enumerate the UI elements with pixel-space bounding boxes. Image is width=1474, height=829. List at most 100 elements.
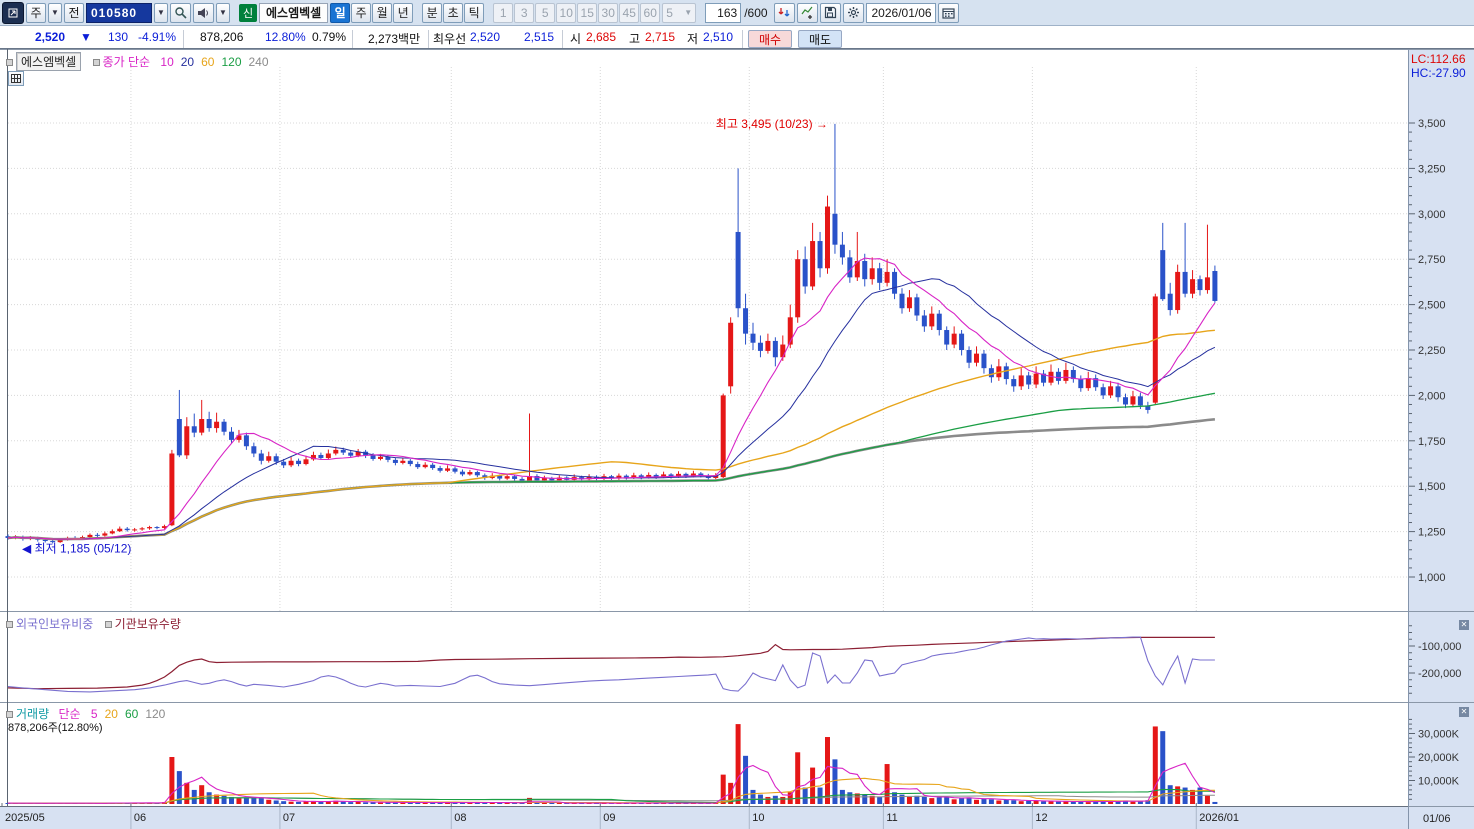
- tab-stock-name[interactable]: 에스엠벡셀: [16, 52, 82, 71]
- best-ask: 2,515: [524, 30, 555, 44]
- svg-text:LC:112.66: LC:112.66: [1411, 52, 1466, 66]
- divider: [183, 30, 184, 48]
- period-button-주[interactable]: 주: [351, 2, 372, 23]
- tick-interval-45: 45: [619, 2, 640, 23]
- volume-value: 878,206: [200, 30, 244, 44]
- divider: [352, 30, 353, 48]
- main-pane-header: 에스엠벡셀 종가 단순 10 20 60 120 240: [6, 52, 269, 71]
- compare-stock-button[interactable]: [773, 2, 795, 23]
- chart-canvas[interactable]: 2025/05 06 07 08 09 10 11 12 2026/01 최고 3,495 (10…: [0, 49, 1408, 829]
- svg-text:07: 07: [283, 812, 295, 824]
- volume-count-label: 878,206주(12.80%): [8, 722, 103, 734]
- best-quote-label: 최우선: [433, 32, 467, 46]
- week-combo-button[interactable]: 주: [26, 2, 46, 23]
- tick-interval-group: 1 3 5 10 15 30 45 60: [493, 2, 661, 23]
- legend-square-icon: [6, 59, 13, 67]
- svg-text:12: 12: [1035, 812, 1047, 824]
- subperiod-button-초[interactable]: 초: [443, 2, 464, 23]
- search-icon: [175, 7, 187, 19]
- sound-dropdown-arrow-icon[interactable]: ▼: [216, 2, 230, 23]
- calendar-button[interactable]: [937, 2, 959, 23]
- low-price: 2,510: [703, 30, 734, 44]
- ma-legend-10: 10: [160, 55, 174, 69]
- svg-text:HC:-27.90: HC:-27.90: [1411, 66, 1466, 80]
- date-axis: 2025/05 06 07 08 09 10 11 12 2026/01: [1, 803, 1239, 829]
- svg-text:2025/05: 2025/05: [5, 812, 45, 824]
- buy-button[interactable]: 매수: [748, 30, 792, 48]
- subperiod-button-틱[interactable]: 틱: [464, 2, 485, 23]
- sound-button[interactable]: [193, 2, 214, 23]
- svg-text:-200,000: -200,000: [1418, 668, 1461, 680]
- grid-tool-button[interactable]: [8, 71, 24, 86]
- price-ma-legend-items: 10 20 60 120 240: [153, 55, 268, 69]
- svg-text:06: 06: [134, 812, 146, 824]
- bar-count-input[interactable]: 163: [705, 2, 742, 23]
- volume-ma-legend-items: 5 20 60 120: [84, 707, 165, 721]
- calendar-icon: [941, 7, 955, 19]
- minute-select: 5 ▼: [662, 2, 697, 23]
- trade-value: 2,273백만: [368, 32, 421, 46]
- save-button[interactable]: [819, 2, 841, 23]
- new-issue-badge: 신: [239, 3, 257, 22]
- high-label: 고: [629, 32, 641, 46]
- tick-interval-5: 5: [535, 2, 556, 23]
- volume-ratio: 12.80%: [265, 30, 306, 44]
- jump-chart-button[interactable]: [2, 1, 24, 24]
- current-date-cell: 01/06: [1423, 813, 1451, 825]
- date-input[interactable]: 2026/01/06: [865, 2, 936, 23]
- tick-interval-3: 3: [514, 2, 535, 23]
- stock-name-label[interactable]: 에스엠벡셀: [259, 2, 329, 23]
- high-annotation: 최고 3,495 (10/23) →: [716, 117, 828, 131]
- svg-text:1,000: 1,000: [1418, 572, 1446, 584]
- svg-text:09: 09: [603, 812, 615, 824]
- sell-button[interactable]: 매도: [798, 30, 842, 48]
- week-combo-arrow-icon[interactable]: ▼: [48, 2, 62, 23]
- svg-text:2,750: 2,750: [1418, 254, 1446, 266]
- tick-interval-15: 15: [577, 2, 598, 23]
- add-trendline-button[interactable]: [796, 2, 818, 23]
- ma-legend-60: 60: [201, 55, 215, 69]
- code-dropdown-arrow-icon[interactable]: ▼: [154, 2, 168, 23]
- svg-text:3,500: 3,500: [1418, 118, 1446, 130]
- legend-square-icon: [104, 621, 112, 629]
- legend-square-icon: [6, 711, 13, 719]
- price-ma-lines: [7, 257, 1216, 541]
- period-button-월[interactable]: 월: [372, 2, 393, 23]
- institution-holdings-legend: 기관보유수량: [114, 617, 181, 631]
- svg-text:10,000K: 10,000K: [1418, 776, 1460, 788]
- settings-button[interactable]: [842, 2, 864, 23]
- price-change: 130: [108, 30, 129, 44]
- tick-interval-1: 1: [493, 2, 514, 23]
- period-button-년[interactable]: 년: [393, 2, 414, 23]
- svg-text:1,250: 1,250: [1418, 527, 1446, 539]
- minute-select-arrow-icon: ▼: [684, 8, 693, 17]
- tick-interval-10: 10: [556, 2, 577, 23]
- svg-text:-100,000: -100,000: [1418, 641, 1461, 653]
- tick-interval-30: 30: [598, 2, 619, 23]
- stock-code-input[interactable]: 010580: [86, 2, 152, 23]
- period-button-일[interactable]: 일: [330, 2, 351, 23]
- svg-text:2,000: 2,000: [1418, 390, 1446, 402]
- legend-square-icon: [6, 621, 13, 629]
- svg-text:20,000K: 20,000K: [1418, 752, 1460, 764]
- trendline-plus-icon: [801, 6, 813, 19]
- ma-legend-240: 240: [248, 55, 269, 69]
- right-axis-strip[interactable]: LC:112.66 HC:-27.90 1,000 1,250 1,500 1,750 2,…: [1408, 49, 1474, 829]
- volume-ma-legend-60: 60: [124, 707, 139, 721]
- turnover-ratio: 0.79%: [312, 30, 347, 44]
- bar-total-label: /600: [744, 5, 768, 20]
- subperiod-button-분[interactable]: 분: [422, 2, 443, 23]
- search-button[interactable]: [170, 2, 191, 23]
- svg-text:1,500: 1,500: [1418, 481, 1446, 493]
- panel-collapse-icon[interactable]: ✕: [1459, 707, 1469, 717]
- panel-collapse-icon[interactable]: ✕: [1459, 620, 1469, 630]
- prev-button[interactable]: 전: [64, 2, 84, 23]
- svg-text:1,750: 1,750: [1418, 436, 1446, 448]
- speaker-icon: [198, 7, 208, 18]
- holdings-lines: [7, 636, 1215, 693]
- change-percent: -4.91%: [138, 30, 177, 44]
- save-disk-icon: [824, 6, 836, 19]
- gear-icon: [847, 7, 859, 18]
